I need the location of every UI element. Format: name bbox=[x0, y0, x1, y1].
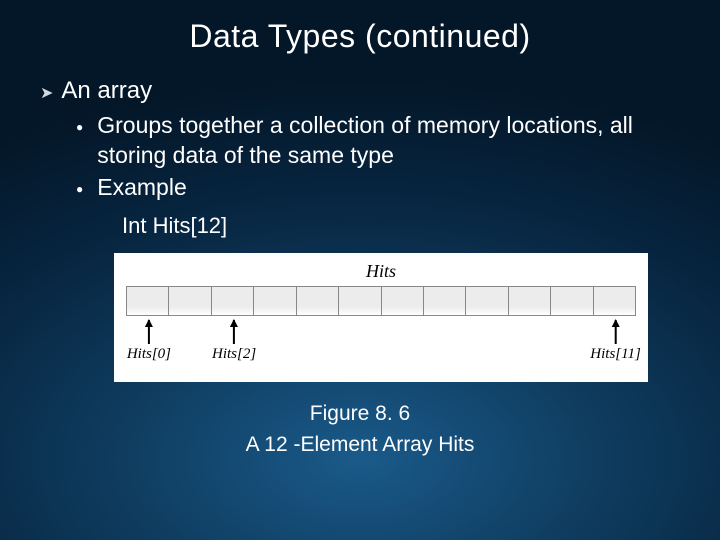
top-bullet-text: An array bbox=[61, 77, 152, 105]
up-arrow-icon bbox=[233, 320, 235, 344]
array-cell bbox=[169, 287, 211, 315]
array-pointer-row: Hits[0]Hits[2]Hits[11] bbox=[126, 320, 636, 376]
array-cell bbox=[466, 287, 508, 315]
array-cell bbox=[339, 287, 381, 315]
dot-bullet-icon: ● bbox=[76, 182, 83, 198]
array-cell bbox=[551, 287, 593, 315]
array-figure: Hits Hits[0] Hits[2] Hits[11] bbox=[114, 253, 648, 382]
array-cell bbox=[297, 287, 339, 315]
code-example: Int Hits[12] bbox=[40, 213, 684, 239]
sub-bullet-text: Example bbox=[97, 173, 186, 203]
caption-line-2: A 12 -Element Array Hits bbox=[36, 429, 684, 461]
array-cell bbox=[594, 287, 635, 315]
sub-bullet-list: ● Groups together a collection of memory… bbox=[40, 111, 684, 203]
pointer-label: Hits[0] bbox=[127, 346, 171, 363]
pointer-label: Hits[2] bbox=[212, 346, 256, 363]
array-cell bbox=[382, 287, 424, 315]
array-cell bbox=[127, 287, 169, 315]
figure-caption: Figure 8. 6 A 12 -Element Array Hits bbox=[36, 398, 684, 461]
array-pointer: Hits[0] bbox=[127, 320, 171, 363]
array-pointer: Hits[2] bbox=[212, 320, 256, 363]
up-arrow-icon bbox=[615, 320, 617, 344]
slide-title: Data Types (continued) bbox=[36, 18, 684, 55]
sub-bullet: ● Groups together a collection of memory… bbox=[76, 111, 684, 171]
dot-bullet-icon: ● bbox=[76, 120, 83, 136]
sub-bullet: ● Example bbox=[76, 173, 684, 203]
caption-line-1: Figure 8. 6 bbox=[36, 398, 684, 430]
array-cells-row bbox=[126, 286, 636, 316]
array-cell bbox=[509, 287, 551, 315]
sub-bullet-text: Groups together a collection of memory l… bbox=[97, 111, 684, 171]
top-bullet: ➤ An array bbox=[40, 77, 684, 105]
array-pointer: Hits[11] bbox=[590, 320, 641, 363]
array-cell bbox=[424, 287, 466, 315]
array-cell bbox=[212, 287, 254, 315]
arrow-bullet-icon: ➤ bbox=[40, 83, 53, 103]
up-arrow-icon bbox=[148, 320, 150, 344]
bullet-list: ➤ An array ● Groups together a collectio… bbox=[36, 77, 684, 239]
pointer-label: Hits[11] bbox=[590, 346, 641, 363]
slide-content: Data Types (continued) ➤ An array ● Grou… bbox=[0, 0, 720, 461]
array-cell bbox=[254, 287, 296, 315]
figure-label: Hits bbox=[126, 261, 636, 282]
